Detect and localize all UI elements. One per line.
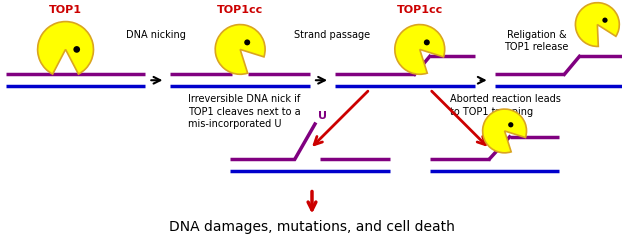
Text: Religation &
TOP1 release: Religation & TOP1 release [504,30,569,52]
Circle shape [74,46,80,53]
Wedge shape [576,3,619,46]
Text: Strand passage: Strand passage [294,30,370,40]
Circle shape [602,18,607,23]
Circle shape [424,39,430,45]
Text: TOP1: TOP1 [49,5,82,15]
Text: Aborted reaction leads
to TOP1 trapping: Aborted reaction leads to TOP1 trapping [450,94,561,117]
Wedge shape [395,25,445,74]
Text: DNA damages, mutations, and cell death: DNA damages, mutations, and cell death [169,220,455,235]
Text: TOP1cc: TOP1cc [397,5,443,15]
Text: DNA nicking: DNA nicking [126,30,186,40]
Wedge shape [37,22,93,74]
Text: TOP1cc: TOP1cc [217,5,264,15]
Text: U: U [318,111,327,121]
Wedge shape [483,109,526,153]
Circle shape [244,39,250,45]
Circle shape [508,122,513,127]
Wedge shape [215,25,265,74]
Text: Irreversible DNA nick if
TOP1 cleaves next to a
mis-incorporated U: Irreversible DNA nick if TOP1 cleaves ne… [188,94,301,129]
